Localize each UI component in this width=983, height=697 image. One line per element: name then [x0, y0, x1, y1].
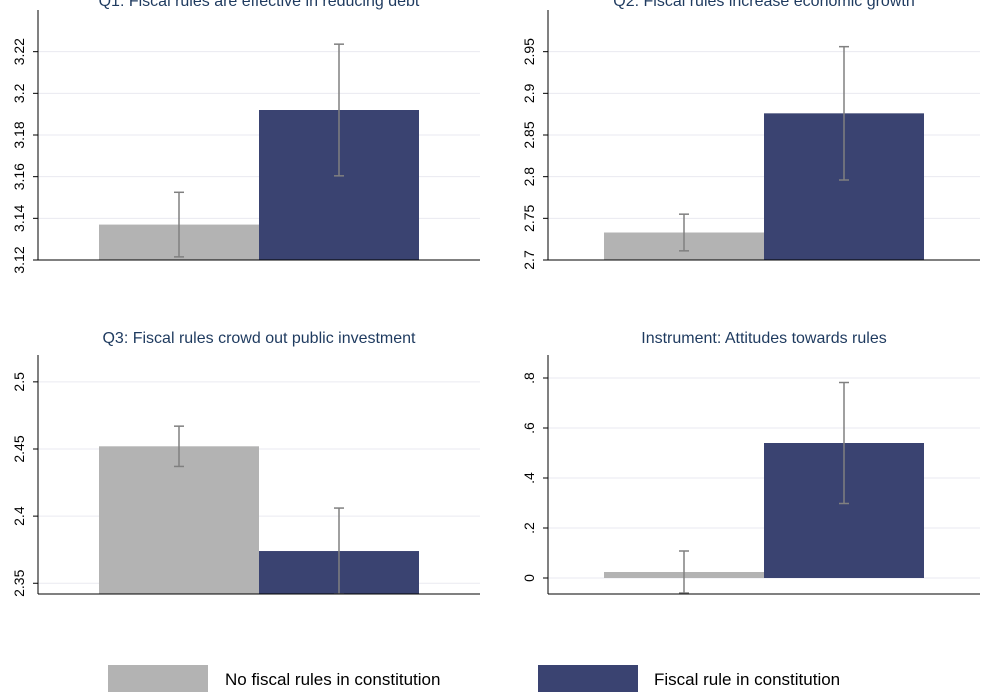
y-tick-label: 3.14 — [11, 204, 27, 231]
y-tick-label: 2.85 — [521, 121, 537, 148]
y-tick-label: 2.45 — [11, 435, 27, 462]
plot-area — [99, 43, 419, 260]
y-tick-label: 2.8 — [521, 167, 537, 187]
y-tick-label: 2.75 — [521, 204, 537, 231]
y-tick-label: 2.7 — [521, 250, 537, 270]
chart-title: Q2: Fiscal rules increase economic growt… — [613, 0, 914, 10]
chart-title: Instrument: Attitudes towards rules — [641, 330, 886, 347]
y-tick-label: 3.2 — [11, 83, 27, 103]
y-tick-label: .2 — [521, 522, 537, 534]
legend-label: No fiscal rules in constitution — [225, 670, 440, 689]
legend-label: Fiscal rule in constitution — [654, 670, 840, 689]
y-tick-label: 3.18 — [11, 121, 27, 148]
chart-title: Q3: Fiscal rules crowd out public invest… — [102, 330, 416, 347]
y-tick-label: 2.35 — [11, 569, 27, 596]
legend-swatch — [108, 665, 208, 692]
legend-swatch — [538, 665, 638, 692]
chart-title: Q1: Fiscal rules are effective in reduci… — [99, 0, 420, 10]
y-tick-label: .6 — [521, 422, 537, 434]
y-tick-label: 2.9 — [521, 83, 537, 103]
plot-area — [99, 425, 419, 594]
y-tick-label: 2.95 — [521, 38, 537, 65]
y-tick-label: .8 — [521, 372, 537, 384]
plot-area — [604, 45, 924, 260]
y-tick-label: 2.5 — [11, 372, 27, 392]
y-tick-label: 3.16 — [11, 163, 27, 190]
y-tick-label: 0 — [521, 574, 537, 582]
y-tick-label: 3.22 — [11, 38, 27, 65]
plot-area — [604, 381, 924, 594]
y-tick-label: 3.12 — [11, 246, 27, 273]
y-tick-label: 2.4 — [11, 506, 27, 526]
y-tick-label: .4 — [521, 472, 537, 484]
bar — [99, 446, 259, 594]
